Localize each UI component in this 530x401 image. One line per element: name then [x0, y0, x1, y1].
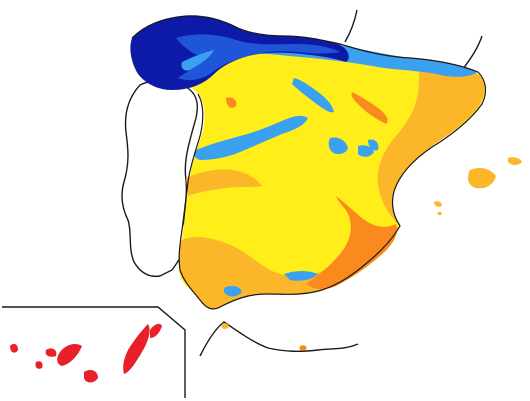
zone-center-orange-light-band [186, 169, 262, 196]
france-border-line [344, 9, 358, 43]
zone-northwest-mid-blue [176, 34, 340, 81]
zone-mainland-yellow [132, 35, 486, 309]
island-la-palma [35, 361, 43, 369]
island-mallorca [468, 168, 496, 189]
zone-east-orange-light [377, 62, 485, 224]
zone-east-range-blue-c [368, 139, 379, 151]
zone-small-orange-spot [226, 97, 237, 108]
island-la-gomera [45, 348, 57, 357]
enclave-ceuta [221, 323, 229, 329]
canary-inset-frame [2, 306, 186, 398]
morocco-coast [199, 321, 359, 357]
zone-central-range-blue [193, 115, 308, 160]
zone-southeast-orange [306, 196, 398, 290]
island-ibiza [434, 201, 442, 207]
island-el-hierro [10, 343, 18, 353]
zone-ebro-orange [351, 92, 388, 124]
zone-east-range-blue-a [328, 137, 348, 155]
zone-south-range-blue-a [284, 271, 318, 281]
zone-east-range-blue-b [358, 145, 374, 157]
island-fuerteventura [123, 324, 150, 374]
island-tenerife [57, 344, 82, 366]
spain-mainland-outline [131, 15, 487, 310]
island-menorca [508, 157, 522, 165]
zone-south-range-blue-b [224, 285, 242, 297]
island-gran-canaria [84, 370, 98, 383]
island-formentera [437, 211, 442, 216]
zone-iberian-range-blue [292, 78, 334, 113]
portugal-outline [121, 79, 198, 278]
enclave-melilla [299, 345, 307, 351]
zone-galicia-light-blue-streak [181, 50, 214, 71]
island-lanzarote [150, 323, 162, 338]
